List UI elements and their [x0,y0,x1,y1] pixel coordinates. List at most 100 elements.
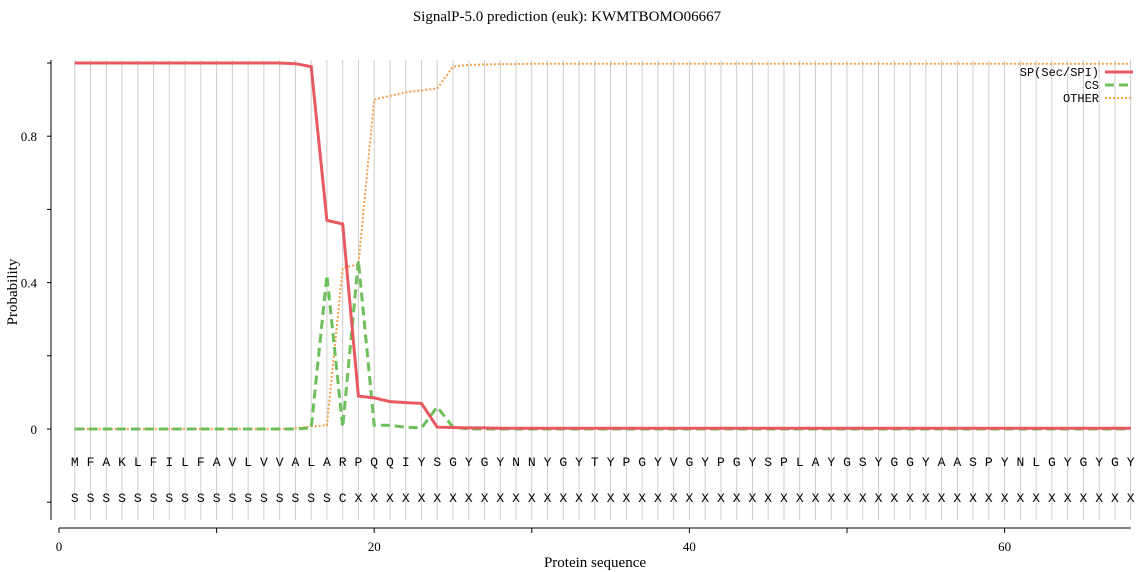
residue-label: X [812,491,820,506]
sequence-residue: M [71,455,79,470]
x-tick-label: 40 [683,539,696,554]
y-tick-label: 0.4 [21,276,38,291]
sequence-residue: Y [465,455,473,470]
residue-label: S [87,491,95,506]
x-tick-label: 20 [368,539,381,554]
residue-label: X [733,491,741,506]
x-tick-label: 0 [56,539,63,554]
sequence-residue: R [339,455,347,470]
residue-label: X [607,491,615,506]
vertical-grid [74,60,1132,520]
residue-label: S [307,491,315,506]
sequence-residue: T [591,455,599,470]
residue-label: X [528,491,536,506]
sequence-residue: G [890,455,898,470]
legend-label: SP(Sec/SPI) [1020,66,1099,80]
sequence-residue: Y [1095,455,1103,470]
residue-label: X [654,491,662,506]
sequence-residue: G [481,455,489,470]
residue-label: X [969,491,977,506]
residue-label: X [749,491,757,506]
sequence-residue: Y [418,455,426,470]
sequence-residue: A [102,455,110,470]
x-ticks: 0 20 40 60 [56,528,1011,554]
sequence-residue: Y [827,455,835,470]
residue-label: S [118,491,126,506]
x-tick-label: 60 [998,539,1011,554]
sequence-residue: A [291,455,299,470]
residue-label: S [260,491,268,506]
series-lines [74,61,1131,431]
residue-label: X [875,491,883,506]
residue-label: S [291,491,299,506]
residue-label: S [71,491,79,506]
sequence-residue: L [134,455,142,470]
residue-label: S [134,491,142,506]
residue-label: X [922,491,930,506]
residue-label: X [1064,491,1072,506]
sequence-residue: N [512,455,520,470]
sequence-residue: G [843,455,851,470]
residue-label: S [323,491,331,506]
residue-label: X [370,491,378,506]
sequence-residue: L [307,455,315,470]
residue-label: S [181,491,189,506]
y-axis-label: Probability [5,258,21,325]
residue-label: S [197,491,205,506]
residue-label: S [165,491,173,506]
series-line-cs [74,260,1131,431]
residue-label: X [1048,491,1056,506]
sequence-residue: P [780,455,788,470]
sequence-residue: Y [1127,455,1135,470]
residue-label: C [339,491,347,506]
residue-label: X [717,491,725,506]
residue-label: S [150,491,158,506]
sequence-residue: G [1048,455,1056,470]
residue-label: X [906,491,914,506]
sequence-residue: Q [370,455,378,470]
sequence-residue: V [670,455,678,470]
residue-label: X [1032,491,1040,506]
sequence-residue: V [276,455,284,470]
residue-label: X [890,491,898,506]
sequence-residue: A [323,455,331,470]
residue-label: X [512,491,520,506]
residue-label: S [276,491,284,506]
sequence-residue: Y [607,455,615,470]
sequence-residue: L [796,455,804,470]
sequence-residue: V [228,455,236,470]
sequence-residue: Y [875,455,883,470]
sequence-residue: P [355,455,363,470]
sequence-residue: G [1079,455,1087,470]
residue-label: X [859,491,867,506]
legend-label: CS [1085,79,1099,93]
residue-label: X [575,491,583,506]
chart-title: SignalP-5.0 prediction (euk): KWMTBOMO06… [413,9,722,25]
sequence-residue: L [1032,455,1040,470]
sequence-residue: L [181,455,189,470]
sequence-residue: G [449,455,457,470]
residue-label: S [228,491,236,506]
residue-label: X [1079,491,1087,506]
series-line-sp-sec-spi [74,61,1131,430]
sequence-residue: A [812,455,820,470]
sequence-residue: G [733,455,741,470]
residue-label: X [1127,491,1135,506]
residue-label: X [386,491,394,506]
residue-label: X [544,491,552,506]
residue-label: X [796,491,804,506]
residue-label: X [1095,491,1103,506]
sequence-residue: F [87,455,95,470]
y-tick-label: 0.8 [21,129,37,144]
sequence-residue: S [433,455,441,470]
sequence-residue: A [953,455,961,470]
residue-label: X [953,491,961,506]
sequence-residue: P [985,455,993,470]
sequence-residue: L [244,455,252,470]
x-axis-label: Protein sequence [544,555,646,571]
residue-label: X [402,491,410,506]
residue-label: X [622,491,630,506]
sequence-residue: P [622,455,630,470]
